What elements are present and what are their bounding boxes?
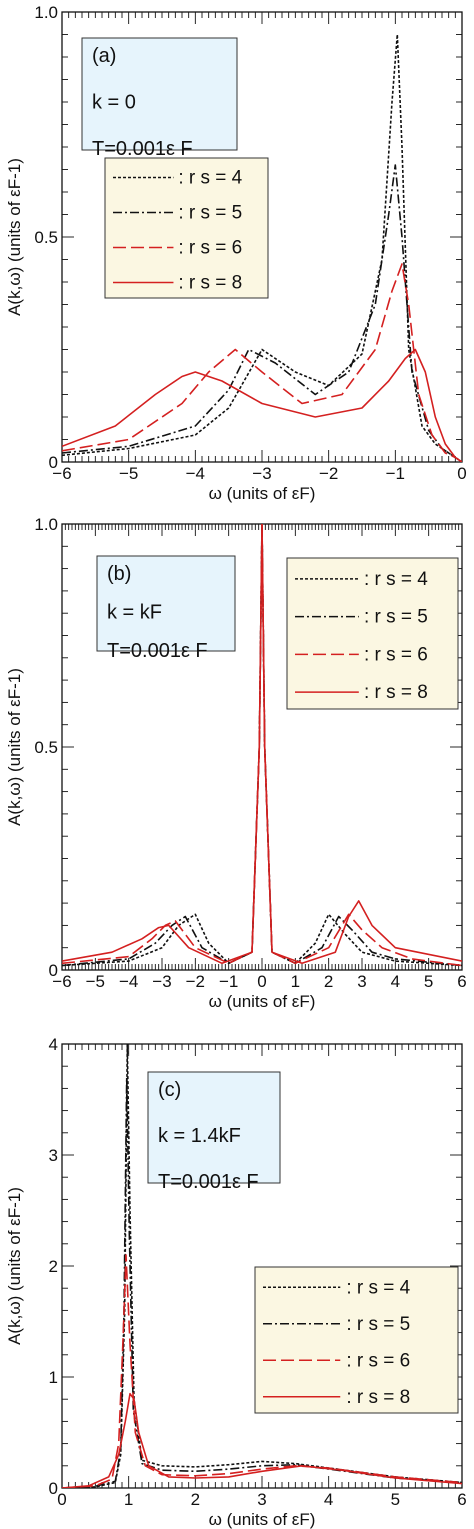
- x-axis-title: ω (units of εF): [209, 484, 316, 503]
- panel-label: (a): [92, 45, 116, 67]
- chart-panel: 0 1 2 3 4 5 6 0 1 2 3 4 ω (units of εF) A(k,ω) (units…: [5, 1035, 467, 1529]
- series-line: [62, 524, 462, 965]
- y-tick-label: 0.5: [34, 738, 58, 757]
- x-tick-label: −3: [252, 464, 271, 483]
- x-tick-label: −6: [52, 464, 71, 483]
- x-tick-label: 6: [457, 972, 466, 991]
- info-box: [81, 37, 238, 151]
- x-tick-label: −2: [319, 464, 338, 483]
- legend-label: : r s = 8: [346, 1387, 410, 1408]
- series-group: [62, 1044, 462, 1488]
- legend-label: : r s = 6: [346, 1350, 410, 1371]
- x-tick-label: 0: [257, 972, 266, 991]
- y-tick-label: 3: [49, 1146, 58, 1165]
- x-tick-label: 0: [57, 1490, 66, 1509]
- info-line: T=0.001ε F: [107, 640, 208, 662]
- y-axis-title: A(k,ω) (units of εF-1): [5, 668, 24, 826]
- series-group: [62, 33, 462, 462]
- series-line: [62, 263, 462, 462]
- series-group: [62, 524, 462, 967]
- legend-label: : r s = 8: [178, 273, 242, 294]
- x-tick-label: −6: [52, 972, 71, 991]
- legend-label: : r s = 4: [178, 168, 242, 189]
- series-line: [62, 348, 462, 462]
- x-tick-label: −1: [219, 972, 238, 991]
- panel-label: (c): [158, 1079, 181, 1101]
- y-tick-label: 1.0: [34, 3, 58, 22]
- y-tick-label: 0: [49, 453, 58, 472]
- legend-label: : r s = 6: [364, 644, 428, 665]
- y-tick-label: 0.5: [34, 228, 58, 247]
- legend-label: : r s = 5: [346, 1314, 410, 1335]
- info-line: k = 1.4kF: [158, 1125, 241, 1147]
- x-tick-label: 2: [191, 1490, 200, 1509]
- x-tick-label: 4: [324, 1490, 333, 1509]
- info-box: [96, 555, 236, 652]
- legend-label: : r s = 5: [364, 607, 428, 628]
- x-tick-label: 3: [257, 1490, 266, 1509]
- x-tick-label: −4: [119, 972, 138, 991]
- info-box: [147, 1071, 281, 1184]
- info-line: k = 0: [92, 92, 136, 114]
- y-tick-label: 4: [49, 1035, 58, 1054]
- x-tick-label: 1: [124, 1490, 133, 1509]
- legend-label: : r s = 4: [364, 569, 428, 590]
- x-tick-label: −5: [119, 464, 138, 483]
- x-axis-title: ω (units of εF): [209, 1510, 316, 1529]
- legend-label: : r s = 5: [178, 203, 242, 224]
- legend-label: : r s = 8: [364, 682, 428, 703]
- x-tick-label: 5: [424, 972, 433, 991]
- legend-box: [104, 157, 269, 299]
- x-tick-label: 3: [357, 972, 366, 991]
- series-line: [62, 524, 462, 967]
- y-tick-label: 0: [49, 1479, 58, 1498]
- x-tick-label: 2: [324, 972, 333, 991]
- legend-box: [286, 557, 459, 710]
- x-tick-label: −4: [186, 464, 205, 483]
- series-line: [62, 1392, 462, 1488]
- y-axis-title: A(k,ω) (units of εF-1): [5, 158, 24, 316]
- legend-box: [254, 1266, 459, 1414]
- info-line: k = kF: [107, 601, 162, 623]
- x-tick-label: 1: [291, 972, 300, 991]
- x-tick-label: 4: [391, 972, 400, 991]
- x-tick-label: −2: [186, 972, 205, 991]
- y-tick-label: 1: [49, 1368, 58, 1387]
- legend-label: : r s = 4: [346, 1277, 410, 1298]
- y-tick-label: 2: [49, 1257, 58, 1276]
- y-tick-label: 0: [49, 961, 58, 980]
- panel-label: (b): [107, 563, 131, 585]
- x-axis-title: ω (units of εF): [209, 992, 316, 1011]
- chart-panel: −6 −5 −4 −3 −2 −1 0 1 2 3 4 5 6 0 0.5 1.0 ω (units of εF…: [5, 515, 467, 1011]
- legend-label: : r s = 6: [178, 238, 242, 259]
- info-line: T=0.001ε F: [158, 1171, 259, 1193]
- y-tick-label: 1.0: [34, 515, 58, 534]
- chart-panel: −6 −5 −4 −3 −2 −1 0 0 0.5 1.0 ω (units of εF) A(k,ω…: [5, 3, 467, 503]
- x-tick-label: 5: [391, 1490, 400, 1509]
- x-tick-label: 0: [457, 464, 466, 483]
- x-tick-label: 6: [457, 1490, 466, 1509]
- y-axis-title: A(k,ω) (units of εF-1): [5, 1187, 24, 1345]
- info-line: T=0.001ε F: [92, 138, 193, 160]
- x-tick-label: −3: [152, 972, 171, 991]
- x-tick-label: −1: [386, 464, 405, 483]
- x-tick-label: −5: [86, 972, 105, 991]
- tick-marks: [61, 523, 463, 971]
